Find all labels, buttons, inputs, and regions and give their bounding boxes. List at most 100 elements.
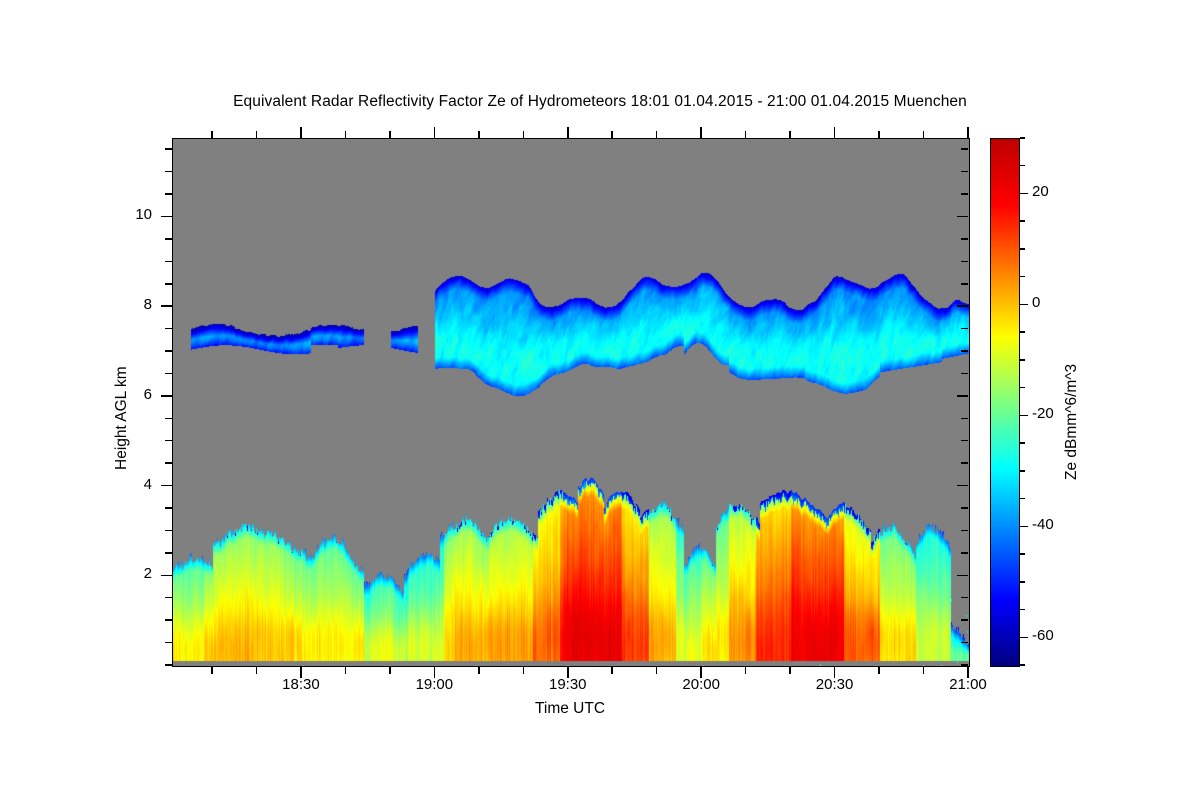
y-axis-tick [161, 305, 172, 307]
y-axis-minor-tick [961, 529, 968, 532]
x-axis-tick-label: 18:30 [282, 676, 320, 693]
colorbar-tick [1019, 525, 1028, 528]
x-axis-tick-label: 19:30 [548, 676, 587, 693]
colorbar-minor-tick [1019, 553, 1025, 555]
y-axis-minor-tick [165, 664, 172, 666]
colorbar-canvas [991, 139, 1019, 666]
x-axis-minor-tick [478, 131, 480, 138]
y-axis-minor-tick [165, 170, 172, 173]
y-axis-minor-tick [165, 350, 172, 352]
y-axis-minor-tick [961, 260, 968, 263]
y-axis-minor-tick [961, 350, 968, 352]
y-axis-tick [957, 305, 968, 307]
y-axis-minor-tick [961, 641, 968, 644]
y-axis-minor-tick [165, 327, 172, 330]
x-axis-minor-tick [922, 666, 925, 674]
y-axis-tick [161, 215, 172, 218]
colorbar-tick [1019, 636, 1028, 638]
y-axis-minor-tick [961, 417, 968, 420]
y-axis-minor-tick [961, 283, 968, 285]
x-axis-minor-tick [344, 131, 347, 138]
colorbar-minor-tick [1019, 275, 1025, 278]
y-axis-minor-tick [165, 507, 172, 509]
y-axis-minor-tick [961, 552, 968, 554]
y-axis-minor-tick [961, 507, 968, 509]
x-axis-minor-tick [922, 131, 925, 138]
y-axis-minor-tick [165, 439, 172, 442]
x-axis-tick-label: 19:00 [415, 676, 454, 693]
y-axis-minor-tick [961, 170, 968, 173]
y-axis-minor-tick [165, 619, 172, 621]
y-axis-tick [161, 395, 172, 397]
y-axis-minor-tick [961, 327, 968, 330]
colorbar [990, 138, 1020, 667]
x-axis-tick [967, 666, 969, 678]
x-axis-minor-tick [389, 666, 391, 674]
x-axis-minor-tick [878, 666, 880, 674]
colorbar-minor-tick [1019, 581, 1025, 583]
x-axis-minor-tick [478, 666, 480, 674]
y-axis-minor-tick [961, 439, 968, 442]
x-axis-minor-tick [744, 666, 747, 674]
colorbar-minor-tick [1019, 164, 1025, 167]
colorbar-minor-tick [1019, 664, 1025, 666]
y-axis-tick-label: 2 [143, 565, 152, 583]
x-axis-tick [433, 666, 436, 678]
y-axis-tick-label: 8 [143, 296, 152, 314]
x-axis-minor-tick [611, 131, 613, 138]
x-axis-minor-tick [789, 666, 791, 674]
x-axis-tick [300, 666, 302, 678]
colorbar-minor-tick [1019, 442, 1025, 444]
x-axis-minor-tick [878, 131, 880, 138]
y-axis-minor-tick [961, 462, 968, 464]
colorbar-minor-tick [1019, 386, 1025, 389]
y-axis-minor-tick [165, 596, 172, 599]
heatmap-canvas [173, 139, 969, 666]
y-axis-minor-tick [165, 148, 172, 150]
y-axis-tick [957, 395, 968, 397]
x-axis-minor-tick [389, 131, 391, 138]
y-axis-minor-tick [961, 238, 968, 240]
x-axis-minor-tick [744, 131, 747, 138]
colorbar-minor-tick [1019, 497, 1025, 500]
x-axis-tick [300, 127, 302, 138]
y-axis-tick-label: 10 [135, 206, 152, 224]
y-axis-minor-tick [165, 283, 172, 285]
y-axis-tick [957, 574, 968, 577]
y-axis-minor-tick [961, 372, 968, 375]
colorbar-tick-label: -20 [1032, 405, 1054, 423]
y-axis-minor-tick [165, 260, 172, 263]
colorbar-tick-label: -60 [1032, 627, 1054, 645]
x-axis-minor-tick [655, 131, 658, 138]
x-axis-minor-tick [255, 131, 258, 138]
colorbar-tick [1019, 414, 1028, 417]
figure-title: Equivalent Radar Reflectivity Factor Ze … [233, 93, 967, 110]
y-axis-minor-tick [165, 238, 172, 240]
x-axis-minor-tick [211, 666, 213, 674]
x-axis-tick [433, 127, 436, 138]
y-axis-minor-tick [961, 664, 968, 666]
x-axis-minor-tick [255, 666, 258, 674]
colorbar-minor-tick [1019, 220, 1025, 222]
x-axis-minor-tick [522, 131, 525, 138]
y-axis-minor-tick [165, 193, 172, 195]
y-axis-minor-tick [165, 462, 172, 464]
x-axis-tick [833, 666, 836, 678]
colorbar-minor-tick [1019, 359, 1025, 361]
colorbar-minor-tick [1019, 608, 1025, 611]
y-axis-tick [161, 484, 172, 487]
y-axis-minor-tick [961, 148, 968, 150]
colorbar-tick-label: 20 [1032, 183, 1049, 201]
x-axis-tick [700, 127, 702, 138]
colorbar-tick-label: -40 [1032, 516, 1054, 534]
x-axis-minor-tick [522, 666, 525, 674]
x-axis-title: Time UTC [534, 700, 606, 717]
colorbar-tick [1019, 192, 1028, 195]
y-axis-minor-tick [961, 193, 968, 195]
y-axis-minor-tick [961, 619, 968, 621]
x-axis-minor-tick [344, 666, 347, 674]
y-axis-tick [957, 484, 968, 487]
reflectivity-heatmap-plot [172, 138, 970, 667]
x-axis-minor-tick [655, 666, 658, 674]
